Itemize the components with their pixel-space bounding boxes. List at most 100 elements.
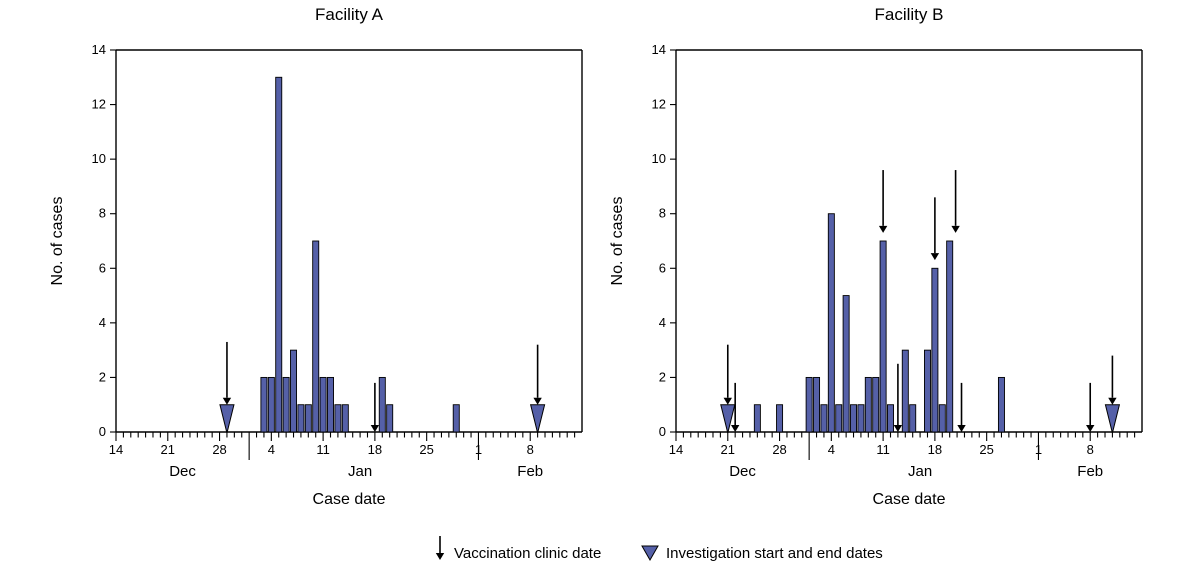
case-bar: [283, 377, 289, 432]
investigation-triangle: [531, 405, 545, 433]
x-tick-label: 4: [268, 442, 275, 457]
x-month-label: Dec: [729, 463, 756, 480]
x-month-label: Dec: [169, 463, 196, 480]
case-bar: [379, 377, 385, 432]
x-month-label: Feb: [517, 463, 543, 480]
case-bar: [453, 405, 459, 432]
investigation-triangle: [721, 405, 735, 433]
case-bar: [342, 405, 348, 432]
y-tick-label: 8: [99, 206, 106, 221]
panel-title: Facility B: [875, 5, 944, 24]
legend-vaccination-label: Vaccination clinic date: [454, 545, 601, 562]
vaccination-arrowhead: [951, 226, 959, 233]
x-tick-label: 8: [1087, 442, 1094, 457]
y-tick-label: 12: [652, 97, 666, 112]
x-tick-label: 21: [721, 442, 735, 457]
case-bar: [335, 405, 341, 432]
legend-triangle-icon: [642, 546, 658, 560]
y-tick-label: 8: [659, 206, 666, 221]
case-bar: [387, 405, 393, 432]
x-tick-label: 14: [109, 442, 123, 457]
x-tick-label: 14: [669, 442, 683, 457]
case-bar: [843, 296, 849, 432]
x-tick-label: 4: [828, 442, 835, 457]
y-tick-label: 4: [99, 315, 106, 330]
investigation-triangle: [220, 405, 234, 433]
case-bar: [902, 350, 908, 432]
case-bar: [910, 405, 916, 432]
x-tick-label: 25: [979, 442, 993, 457]
x-tick-label: 11: [316, 442, 330, 457]
y-tick-label: 2: [659, 369, 666, 384]
vaccination-arrowhead: [931, 253, 939, 260]
case-bar: [887, 405, 893, 432]
vaccination-arrowhead: [879, 226, 887, 233]
y-tick-label: 12: [92, 97, 106, 112]
x-tick-label: 8: [527, 442, 534, 457]
legend-arrowhead-icon: [436, 553, 444, 560]
case-bar: [806, 377, 812, 432]
case-bar: [865, 377, 871, 432]
y-tick-label: 10: [652, 151, 666, 166]
y-axis-label: No. of cases: [49, 197, 66, 286]
case-bar: [858, 405, 864, 432]
y-tick-label: 4: [659, 315, 666, 330]
case-bar: [754, 405, 760, 432]
x-tick-label: 11: [876, 442, 890, 457]
case-bar: [850, 405, 856, 432]
vaccination-arrowhead: [223, 398, 231, 405]
x-tick-label: 18: [928, 442, 942, 457]
y-tick-label: 6: [99, 260, 106, 275]
case-bar: [268, 377, 274, 432]
case-bar: [924, 350, 930, 432]
case-bar: [313, 241, 319, 432]
case-bar: [298, 405, 304, 432]
y-tick-label: 10: [92, 151, 106, 166]
case-bar: [327, 377, 333, 432]
x-tick-label: 21: [161, 442, 175, 457]
case-bar: [305, 405, 311, 432]
x-tick-label: 28: [212, 442, 226, 457]
vaccination-arrowhead: [957, 425, 965, 432]
legend-investigation-label: Investigation start and end dates: [666, 545, 883, 562]
panel-title: Facility A: [315, 5, 384, 24]
x-month-label: Jan: [908, 463, 932, 480]
epi-curve-figure: Facility A02468101214No. of cases1421284…: [0, 0, 1200, 584]
x-tick-label: 1: [475, 442, 482, 457]
vaccination-arrowhead: [371, 425, 379, 432]
x-tick-label: 18: [368, 442, 382, 457]
case-bar: [320, 377, 326, 432]
vaccination-arrowhead: [894, 425, 902, 432]
case-bar: [821, 405, 827, 432]
y-tick-label: 0: [99, 424, 106, 439]
case-bar: [290, 350, 296, 432]
case-bar: [276, 77, 282, 432]
y-tick-label: 2: [99, 369, 106, 384]
y-tick-label: 6: [659, 260, 666, 275]
case-bar: [939, 405, 945, 432]
case-bar: [777, 405, 783, 432]
x-tick-label: 28: [772, 442, 786, 457]
x-tick-label: 25: [419, 442, 433, 457]
case-bar: [932, 268, 938, 432]
case-bar: [261, 377, 267, 432]
x-tick-label: 1: [1035, 442, 1042, 457]
panel-A: Facility A02468101214No. of cases1421284…: [49, 5, 582, 508]
vaccination-arrowhead: [533, 398, 541, 405]
x-axis-label: Case date: [313, 491, 386, 508]
case-bar: [814, 377, 820, 432]
x-month-label: Jan: [348, 463, 372, 480]
vaccination-arrowhead: [731, 425, 739, 432]
y-tick-label: 0: [659, 424, 666, 439]
vaccination-arrowhead: [1086, 425, 1094, 432]
case-bar: [873, 377, 879, 432]
x-month-label: Feb: [1077, 463, 1103, 480]
case-bar: [998, 377, 1004, 432]
case-bar: [828, 214, 834, 432]
case-bar: [836, 405, 842, 432]
case-bar: [880, 241, 886, 432]
legend: Vaccination clinic date Investigation sta…: [436, 536, 883, 562]
vaccination-arrowhead: [1108, 398, 1116, 405]
panel-B: Facility B02468101214No. of cases1421284…: [609, 5, 1142, 508]
case-bar: [947, 241, 953, 432]
